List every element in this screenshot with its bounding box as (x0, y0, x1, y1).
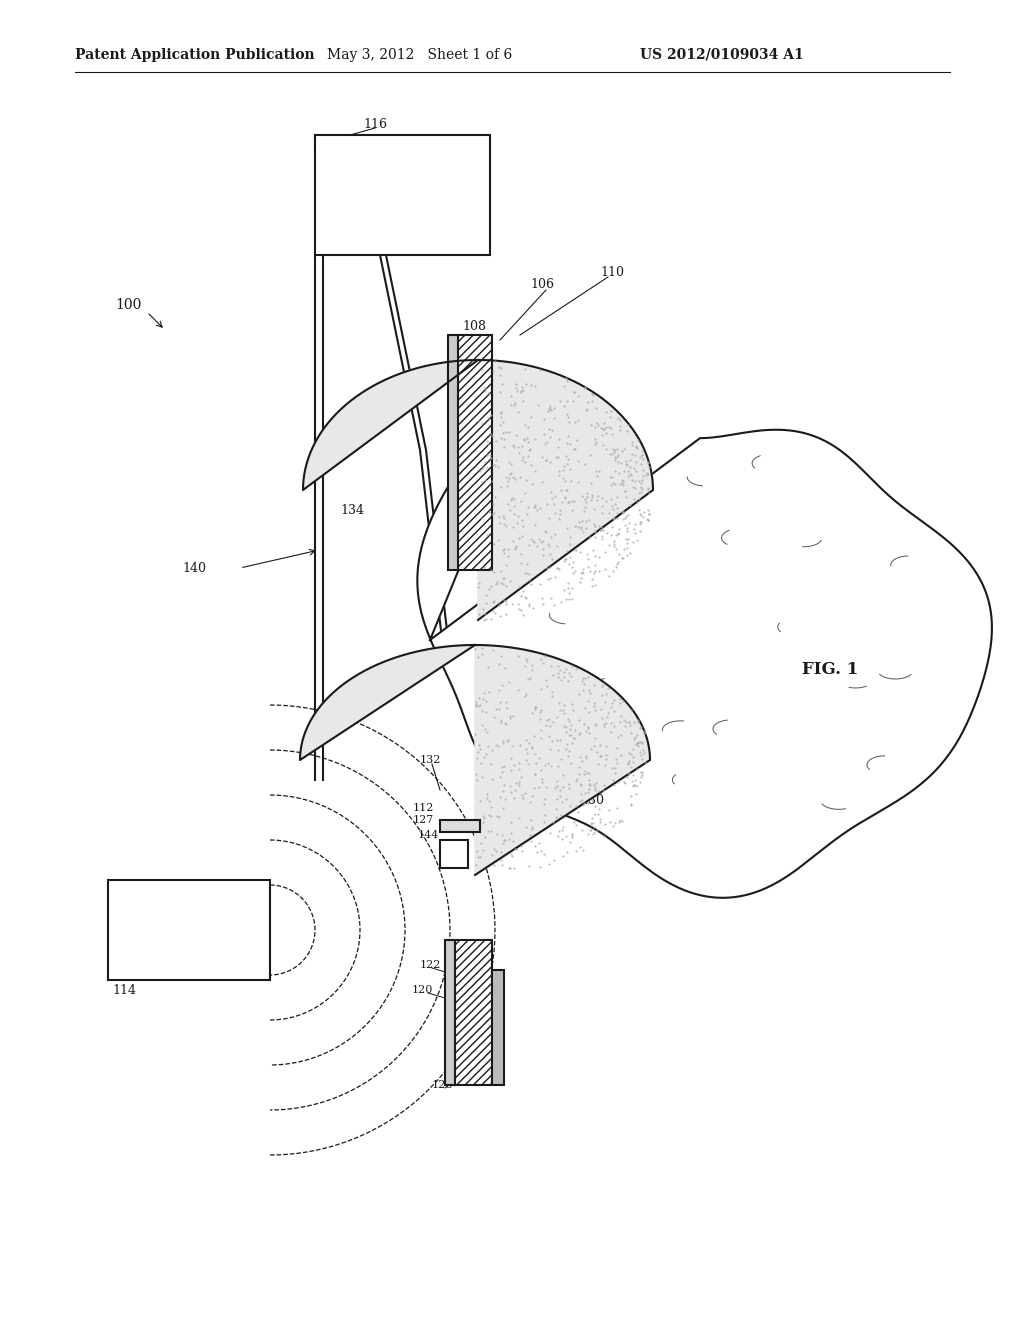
Text: 104: 104 (560, 449, 584, 462)
Bar (315, 135, 490, 255)
Polygon shape (303, 360, 653, 620)
Text: 120: 120 (412, 985, 433, 995)
Text: 144: 144 (418, 830, 439, 840)
Text: 112: 112 (413, 803, 434, 813)
Text: 116: 116 (362, 117, 387, 131)
Bar (440, 820, 480, 832)
Bar (458, 335, 492, 570)
Text: US 2012/0109034 A1: US 2012/0109034 A1 (640, 48, 804, 62)
Bar (445, 940, 455, 1085)
Text: 130: 130 (580, 793, 604, 807)
Bar (449, 335, 458, 570)
Text: 118: 118 (520, 693, 544, 706)
Text: 128: 128 (432, 1080, 454, 1090)
Bar (455, 940, 492, 1085)
Bar (108, 880, 270, 979)
Bar (440, 840, 468, 869)
Text: 100: 100 (115, 298, 141, 312)
Text: May 3, 2012   Sheet 1 of 6: May 3, 2012 Sheet 1 of 6 (328, 48, 513, 62)
Text: 132: 132 (420, 755, 441, 766)
Text: Patent Application Publication: Patent Application Publication (75, 48, 314, 62)
Text: FIG. 1: FIG. 1 (802, 661, 858, 678)
Text: 110: 110 (600, 265, 624, 279)
Text: 108: 108 (462, 321, 486, 334)
Text: 114: 114 (112, 983, 136, 997)
Text: 102: 102 (535, 379, 559, 392)
Text: 140: 140 (182, 561, 206, 574)
Text: 134: 134 (340, 503, 364, 516)
Text: 106: 106 (530, 279, 554, 292)
Text: 127: 127 (413, 814, 434, 825)
Bar (492, 970, 504, 1085)
Polygon shape (300, 645, 650, 875)
Polygon shape (418, 421, 992, 898)
Text: 122: 122 (420, 960, 441, 970)
